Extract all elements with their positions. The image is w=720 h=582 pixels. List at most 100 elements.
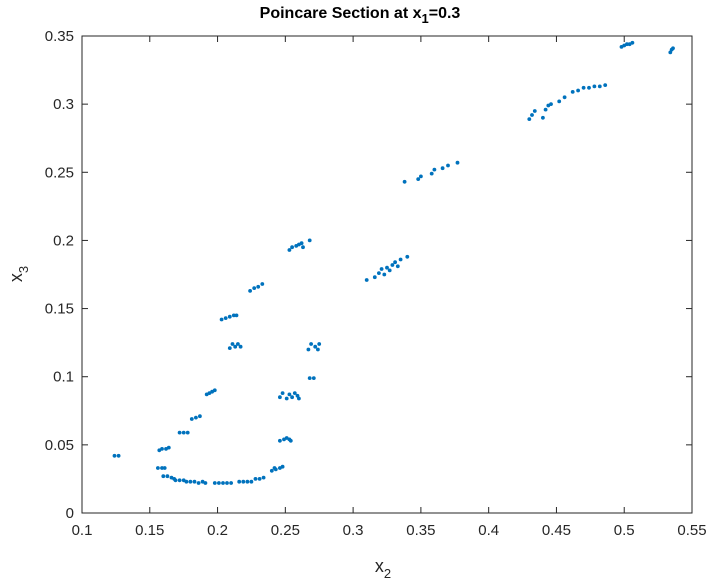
- data-point: [402, 179, 407, 184]
- x-tick-label: 0.3: [343, 522, 364, 539]
- data-point: [227, 314, 232, 319]
- data-point: [194, 415, 198, 420]
- data-point: [364, 278, 369, 282]
- y-axis-ticks: 0 0.05 0.1 0.15 0.2 0.25 0.3 0.35: [45, 28, 692, 522]
- data-point: [229, 481, 234, 485]
- data-point: [241, 479, 246, 484]
- data-point: [532, 109, 537, 113]
- data-point: [377, 271, 381, 275]
- data-point: [160, 447, 164, 451]
- data-point: [233, 344, 238, 349]
- data-point: [181, 430, 186, 435]
- data-point: [530, 113, 534, 117]
- data-point: [603, 83, 608, 87]
- data-point: [116, 453, 121, 458]
- data-point: [301, 245, 305, 250]
- data-point: [382, 272, 387, 277]
- data-point: [313, 344, 318, 349]
- x-tick-label: 0.1: [72, 522, 93, 539]
- data-point: [597, 84, 602, 89]
- data-point: [419, 174, 423, 179]
- data-point: [112, 453, 117, 458]
- data-point: [440, 166, 445, 171]
- data-point: [290, 245, 294, 250]
- data-point: [165, 474, 170, 479]
- data-point: [625, 42, 629, 47]
- data-point: [156, 466, 160, 470]
- data-point: [260, 282, 265, 286]
- y-tick-label: 0.15: [45, 301, 74, 318]
- y-axis-label-base: x: [6, 273, 26, 282]
- data-point: [173, 478, 178, 483]
- data-point: [177, 478, 182, 483]
- data-point: [307, 376, 312, 380]
- data-point: [395, 264, 400, 269]
- data-point: [225, 481, 229, 485]
- x-tick-label: 0.55: [677, 522, 706, 539]
- data-point: [287, 248, 292, 252]
- y-tick-label: 0.2: [53, 232, 74, 249]
- data-point: [671, 46, 675, 51]
- y-tick-label: 0.25: [45, 164, 74, 181]
- svg-text:Poincare Section at x1=0.3: Poincare Section at x1=0.3: [260, 5, 461, 26]
- data-point: [541, 115, 545, 120]
- data-point: [416, 177, 421, 182]
- chart-title: Poincare Section at x1=0.3: [260, 5, 461, 26]
- data-point: [198, 414, 202, 419]
- scatter-series: [112, 40, 675, 485]
- data-point: [570, 90, 575, 94]
- data-point: [297, 396, 301, 401]
- data-point: [581, 85, 586, 90]
- data-point: [203, 481, 208, 485]
- x-axis-label: x2: [375, 556, 391, 581]
- data-point: [393, 260, 397, 265]
- data-point: [280, 391, 285, 395]
- y-tick-label: 0.3: [53, 96, 74, 113]
- title-prefix: Poincare Section at x: [260, 5, 422, 22]
- x-tick-label: 0.5: [614, 522, 635, 539]
- data-point: [217, 481, 221, 485]
- data-point: [223, 316, 228, 320]
- data-point: [587, 85, 591, 90]
- data-point: [188, 479, 193, 484]
- data-point: [455, 160, 460, 165]
- data-point: [290, 395, 294, 400]
- data-point: [576, 88, 580, 93]
- data-point: [309, 342, 313, 346]
- data-point: [390, 263, 395, 267]
- y-tick-label: 0.1: [53, 369, 74, 386]
- data-point: [317, 342, 322, 346]
- data-point: [161, 474, 166, 479]
- x-axis-label-base: x: [375, 556, 384, 576]
- x-tick-label: 0.4: [478, 522, 499, 539]
- data-point: [256, 284, 261, 289]
- x-tick-label: 0.25: [271, 522, 300, 539]
- data-point: [166, 445, 171, 450]
- data-point: [557, 99, 562, 104]
- data-point: [288, 438, 293, 443]
- y-tick-label: 0.35: [45, 28, 74, 45]
- data-point: [307, 238, 312, 243]
- data-point: [446, 163, 450, 168]
- data-point: [234, 313, 239, 318]
- data-point: [219, 317, 224, 322]
- y-tick-label: 0.05: [45, 437, 74, 454]
- data-point: [387, 268, 392, 273]
- data-point: [379, 267, 384, 271]
- y-tick-label: 0: [66, 505, 74, 522]
- data-point: [237, 479, 242, 484]
- data-point: [668, 50, 673, 55]
- data-point: [398, 257, 403, 262]
- x-axis-label-subscript: 2: [384, 566, 391, 581]
- data-point: [252, 286, 257, 290]
- data-point: [292, 391, 297, 395]
- data-point: [549, 102, 553, 106]
- data-point: [278, 395, 282, 400]
- data-point: [238, 344, 243, 349]
- data-point: [230, 342, 235, 346]
- data-point: [432, 167, 437, 172]
- y-axis-label-subscript: 3: [16, 266, 31, 273]
- data-point: [261, 475, 266, 480]
- data-point: [248, 289, 253, 293]
